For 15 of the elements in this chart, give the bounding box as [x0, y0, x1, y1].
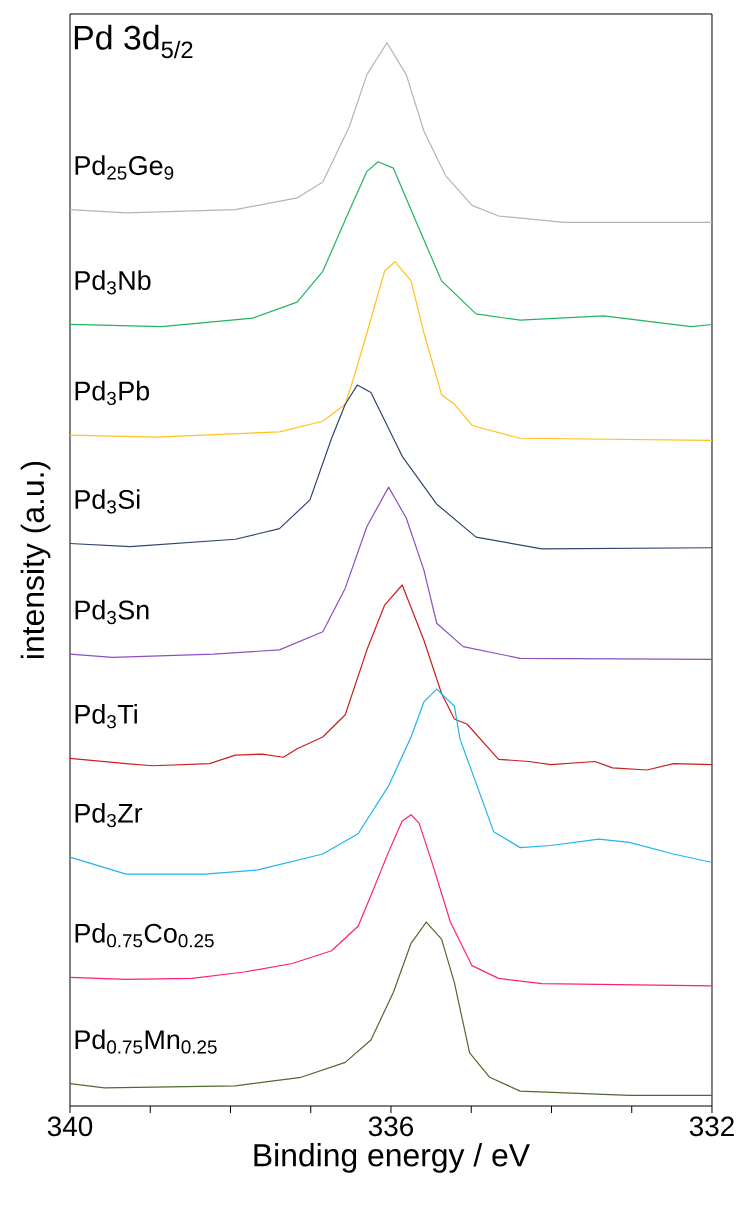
series-label: Pd$_{3}$Nb: [75, 270, 151, 295]
series-label: Pd$_{0.75}$Co$_{0.25}$: [75, 923, 214, 948]
x-tick-label: 336: [368, 1116, 414, 1137]
y-axis-title: intensity (a.u.): [20, 461, 51, 658]
series-label: Pd$_{3}$Pb: [75, 380, 150, 406]
chart-title: Pd 3d$_{5/2}$: [74, 24, 193, 59]
x-tick-label: 332: [689, 1116, 734, 1137]
series-label: Pd$_{0.75}$Mn$_{0.25}$: [75, 1029, 217, 1054]
series-label: Pd$_{3}$Sn: [75, 599, 149, 625]
series-label: Pd$_{3}$Si: [75, 489, 140, 514]
series-label: Pd$_{3}$Ti: [75, 704, 137, 729]
series-label: Pd$_{25}$Ge$_{9}$: [75, 155, 174, 180]
series-label: Pd$_{3}$Zr: [75, 802, 143, 828]
x-axis-title: Binding energy / eV: [254, 1143, 530, 1173]
x-tick-label: 340: [47, 1116, 93, 1137]
